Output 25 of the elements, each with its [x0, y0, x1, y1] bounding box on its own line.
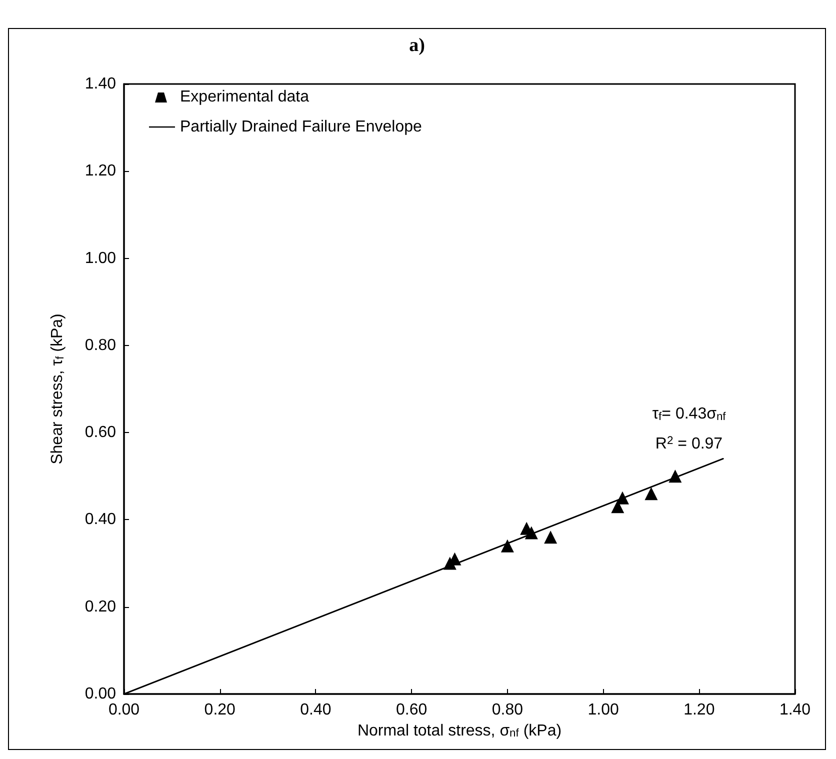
legend-label: Partially Drained Failure Envelope	[180, 118, 422, 136]
y-axis-title: Shear stress, τf (kPa)	[49, 314, 66, 464]
y-tick-label: 0.80	[84, 336, 116, 354]
annotation: τf= 0.43σnf	[652, 406, 727, 423]
x-tick-label: 1.00	[588, 702, 619, 718]
legend-label: Experimental data	[180, 88, 310, 106]
chart-title: a)	[409, 35, 425, 56]
x-tick-label: 1.20	[684, 702, 715, 718]
x-tick-label: 0.40	[300, 702, 332, 718]
y-tick-label: 0.20	[84, 598, 116, 616]
y-tick-label: 0.40	[84, 511, 116, 528]
y-tick-label: 1.40	[84, 76, 116, 92]
x-tick-label: 0.20	[204, 702, 236, 718]
x-axis-title: Normal total stress, σnf (kPa)	[357, 722, 562, 740]
x-tick-label: 1.40	[779, 702, 811, 718]
y-tick-label: 1.00	[84, 250, 116, 267]
x-tick-label: 0.00	[108, 702, 140, 718]
y-tick-label: 1.20	[84, 162, 116, 180]
x-tick-label: 0.60	[396, 702, 428, 718]
point	[644, 487, 658, 500]
y-tick-label: 0.60	[84, 424, 116, 442]
point	[544, 530, 558, 544]
point	[500, 539, 514, 552]
y-tick-label: 0.00	[84, 686, 116, 702]
x-tick-label: 0.80	[492, 702, 524, 718]
